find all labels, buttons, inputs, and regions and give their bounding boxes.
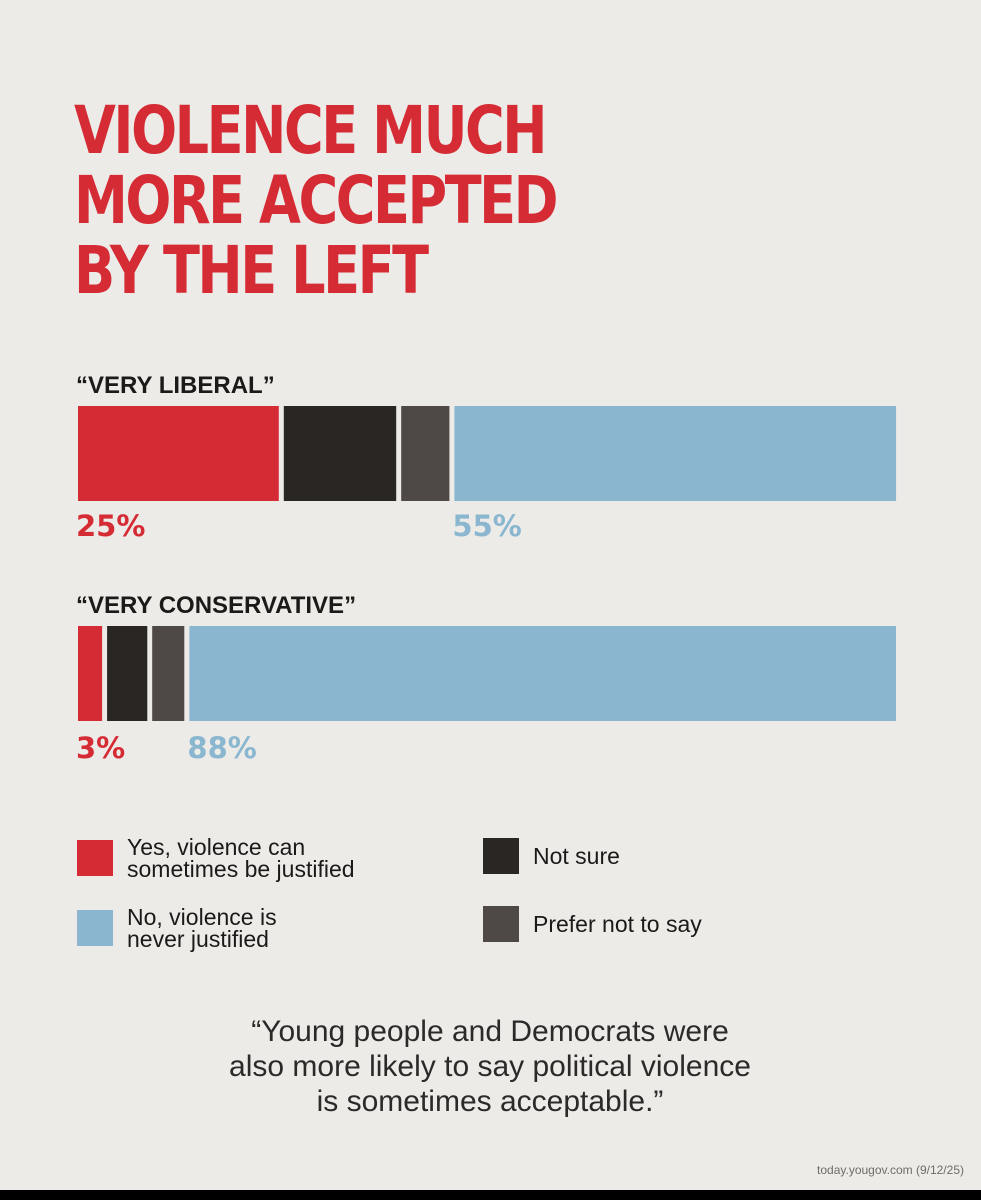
quote: “Young people and Democrats were also mo… <box>150 1014 830 1119</box>
legend-item-yes: Yes, violence can sometimes be justified <box>77 834 427 882</box>
quote-line-1: “Young people and Democrats were <box>251 1015 729 1048</box>
legend-item-prefer-not: Prefer not to say <box>483 906 833 942</box>
group-label-very-conservative: “VERY CONSERVATIVE” <box>76 592 357 619</box>
legend-label-no: No, violence is never justified <box>127 904 427 952</box>
title-line-2: MORE ACCEPTED <box>74 162 559 239</box>
legend-swatch-no <box>77 910 113 946</box>
title-line-3: BY THE LEFT <box>74 232 429 309</box>
legend-yes-line-2: sometimes be justified <box>127 856 355 882</box>
bar-very-conservative-prefer-not <box>152 626 185 721</box>
bar-very-conservative-yes <box>78 626 103 721</box>
legend-label-prefer-not: Prefer not to say <box>533 911 702 937</box>
legend-swatch-prefer-not <box>483 906 519 942</box>
legend-item-no: No, violence is never justified <box>77 904 427 952</box>
bar-very-conservative-not-sure <box>107 626 148 721</box>
legend-swatch-not-sure <box>483 838 519 874</box>
legend-label-not-sure: Not sure <box>533 843 620 869</box>
quote-line-3: is sometimes acceptable.” <box>316 1085 664 1118</box>
bar-very-liberal-not-sure <box>283 406 397 501</box>
legend-yes-line-1: Yes, violence can <box>127 834 306 860</box>
chart-title: VIOLENCE MUCH MORE ACCEPTED BY THE LEFT <box>74 92 559 309</box>
legend-item-not-sure: Not sure <box>483 838 833 874</box>
data-label-very-conservative-no: 88% <box>187 731 256 765</box>
bar-very-liberal-prefer-not <box>401 406 450 501</box>
legend-swatch-yes <box>77 840 113 876</box>
legend-no-line-1: No, violence is <box>127 904 277 930</box>
data-label-very-conservative-yes: 3% <box>76 731 125 765</box>
bar-very-liberal-no <box>454 406 897 501</box>
quote-line-2: also more likely to say political violen… <box>229 1050 751 1083</box>
data-label-very-liberal-yes: 25% <box>76 509 145 543</box>
bar-very-conservative-no <box>189 626 896 721</box>
data-label-very-liberal-no: 55% <box>452 509 521 543</box>
group-label-very-liberal: “VERY LIBERAL” <box>76 372 275 399</box>
legend-label-yes: Yes, violence can sometimes be justified <box>127 834 427 882</box>
legend-no-line-2: never justified <box>127 926 269 952</box>
bar-very-liberal-yes <box>78 406 279 501</box>
source-credit: today.yougov.com (9/12/25) <box>817 1163 964 1177</box>
title-line-1: VIOLENCE MUCH <box>74 92 548 169</box>
